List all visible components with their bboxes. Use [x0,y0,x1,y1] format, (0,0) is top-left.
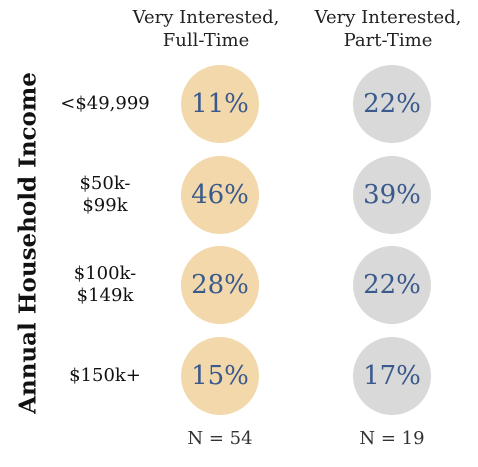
row-label-line: $99k [82,195,128,216]
bubble-full-time: 46% [181,156,259,234]
column-header-part-time: Very Interested, Part-Time [313,6,463,52]
column-header-full-time: Very Interested, Full-Time [131,6,281,52]
y-axis-title: Annual Household Income [14,72,42,414]
row-label-line: $150k+ [69,365,141,386]
row-label-line: <$49,999 [60,93,150,114]
bubble-part-time: 22% [353,65,431,143]
row-label: <$49,999 [42,93,168,115]
row-label-line: $100k- [73,263,137,284]
column-header-line: Very Interested, [314,7,462,28]
bubble-part-time: 22% [353,246,431,324]
row-label-line: $50k- [79,173,131,194]
row-label: $150k+ [42,365,168,387]
column-header-line: Part-Time [343,30,433,51]
row-label: $100k- $149k [42,263,168,307]
column-header-line: Very Interested, [132,7,280,28]
column-header-line: Full-Time [162,30,250,51]
bubble-full-time: 15% [181,337,259,415]
bubble-full-time: 28% [181,246,259,324]
sample-size-full-time: N = 54 [187,428,253,449]
sample-size-part-time: N = 19 [359,428,425,449]
row-label: $50k- $99k [42,173,168,217]
bubble-part-time: 39% [353,156,431,234]
bubble-full-time: 11% [181,65,259,143]
row-label-line: $149k [76,285,134,306]
bubble-part-time: 17% [353,337,431,415]
